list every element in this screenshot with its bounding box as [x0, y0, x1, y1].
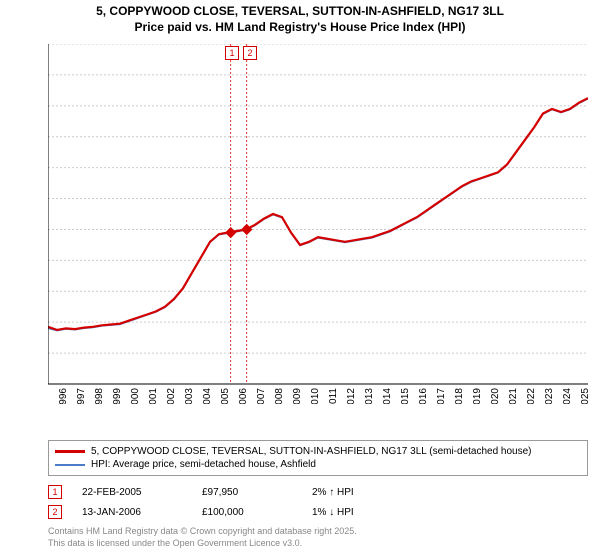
svg-text:2013: 2013	[364, 388, 375, 404]
svg-text:2002: 2002	[166, 388, 177, 404]
legend-panel: 5, COPPYWOOD CLOSE, TEVERSAL, SUTTON-IN-…	[48, 440, 588, 549]
svg-text:2004: 2004	[202, 388, 213, 404]
svg-text:2011: 2011	[328, 388, 339, 404]
txn-delta: 1% ↓ HPI	[312, 507, 402, 518]
svg-text:2023: 2023	[544, 388, 555, 404]
svg-text:2022: 2022	[526, 388, 537, 404]
legend-row-1: 5, COPPYWOOD CLOSE, TEVERSAL, SUTTON-IN-…	[55, 445, 581, 458]
svg-text:2008: 2008	[274, 388, 285, 404]
table-row: 2 13-JAN-2006 £100,000 1% ↓ HPI	[48, 502, 588, 522]
title-line-1: 5, COPPYWOOD CLOSE, TEVERSAL, SUTTON-IN-…	[0, 4, 600, 20]
svg-text:1996: 1996	[58, 388, 69, 404]
svg-text:2012: 2012	[346, 388, 357, 404]
chart-container: 5, COPPYWOOD CLOSE, TEVERSAL, SUTTON-IN-…	[0, 0, 600, 560]
txn-date: 22-FEB-2005	[82, 487, 182, 498]
svg-text:2005: 2005	[220, 388, 231, 404]
svg-text:2019: 2019	[472, 388, 483, 404]
svg-text:2016: 2016	[418, 388, 429, 404]
marker-icon: 2	[48, 505, 62, 519]
legend-label-1: 5, COPPYWOOD CLOSE, TEVERSAL, SUTTON-IN-…	[91, 446, 532, 457]
svg-text:1997: 1997	[76, 388, 87, 404]
svg-text:2009: 2009	[292, 388, 303, 404]
txn-price: £97,950	[202, 487, 292, 498]
footer-note: Contains HM Land Registry data © Crown c…	[48, 526, 588, 549]
txn-delta: 2% ↑ HPI	[312, 487, 402, 498]
chart-title: 5, COPPYWOOD CLOSE, TEVERSAL, SUTTON-IN-…	[0, 0, 600, 35]
legend-row-2: HPI: Average price, semi-detached house,…	[55, 458, 581, 471]
txn-date: 13-JAN-2006	[82, 507, 182, 518]
svg-text:2024: 2024	[562, 388, 573, 404]
table-row: 1 22-FEB-2005 £97,950 2% ↑ HPI	[48, 482, 588, 502]
svg-text:1998: 1998	[94, 388, 105, 404]
svg-text:2010: 2010	[310, 388, 321, 404]
plot-background	[48, 44, 588, 384]
marker-icon: 1	[48, 485, 62, 499]
svg-text:2006: 2006	[238, 388, 249, 404]
legend-label-2: HPI: Average price, semi-detached house,…	[91, 459, 316, 470]
svg-text:2015: 2015	[400, 388, 411, 404]
chart-svg: £0£20K£40K£60K£80K£100K£120K£140K£160K£1…	[48, 44, 588, 404]
svg-text:2003: 2003	[184, 388, 195, 404]
footer-line-1: Contains HM Land Registry data © Crown c…	[48, 526, 588, 538]
svg-text:1995: 1995	[48, 388, 51, 404]
svg-text:2014: 2014	[382, 388, 393, 404]
overlay-marker-1: 1	[225, 46, 239, 60]
svg-text:2017: 2017	[436, 388, 447, 404]
svg-text:2018: 2018	[454, 388, 465, 404]
overlay-marker-2: 2	[243, 46, 257, 60]
svg-text:2000: 2000	[130, 388, 141, 404]
svg-text:2025: 2025	[580, 388, 588, 404]
legend-swatch-1	[55, 450, 85, 453]
svg-text:2021: 2021	[508, 388, 519, 404]
txn-price: £100,000	[202, 507, 292, 518]
svg-text:2001: 2001	[148, 388, 159, 404]
transactions-table: 1 22-FEB-2005 £97,950 2% ↑ HPI 2 13-JAN-…	[48, 482, 588, 522]
title-line-2: Price paid vs. HM Land Registry's House …	[0, 20, 600, 36]
legend-swatch-2	[55, 464, 85, 466]
svg-text:1999: 1999	[112, 388, 123, 404]
footer-line-2: This data is licensed under the Open Gov…	[48, 538, 588, 550]
x-axis-labels: 1995 1996 1997 1998 1999 2000 2001 2002 2003 2004…	[48, 388, 588, 404]
legend-box: 5, COPPYWOOD CLOSE, TEVERSAL, SUTTON-IN-…	[48, 440, 588, 476]
svg-text:2020: 2020	[490, 388, 501, 404]
svg-text:2007: 2007	[256, 388, 267, 404]
